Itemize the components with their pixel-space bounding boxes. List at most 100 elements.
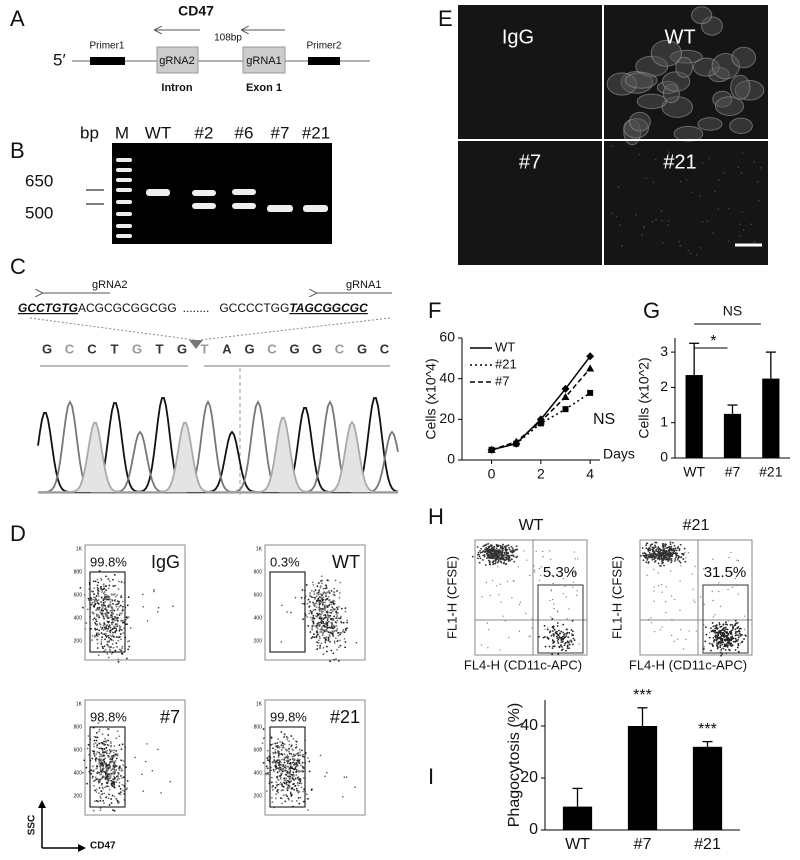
- event: [122, 790, 124, 792]
- event: [488, 629, 489, 630]
- event: [95, 768, 97, 770]
- event: [121, 581, 123, 583]
- event: [317, 599, 319, 601]
- speck: [708, 158, 710, 160]
- event: [106, 782, 108, 784]
- plot-label: #21: [683, 517, 710, 534]
- event: [109, 648, 111, 650]
- speck: [655, 159, 657, 161]
- event: [100, 764, 102, 766]
- event: [302, 767, 304, 769]
- event: [730, 624, 732, 626]
- event: [685, 557, 686, 558]
- event: [735, 638, 737, 640]
- event: [326, 651, 328, 653]
- event: [311, 619, 313, 621]
- event: [295, 778, 297, 780]
- speck: [611, 213, 613, 215]
- event: [111, 622, 113, 624]
- speck: [714, 191, 716, 193]
- event: [337, 617, 339, 619]
- panel-label: A: [10, 6, 25, 31]
- event: [332, 610, 334, 612]
- speck: [661, 210, 663, 212]
- event: [739, 643, 740, 644]
- y-tick-label: 400: [254, 770, 263, 776]
- x-tick-label: WT: [565, 836, 590, 853]
- panel-label: I: [428, 764, 434, 789]
- event: [645, 561, 647, 563]
- event: [84, 594, 86, 596]
- event: [95, 753, 97, 755]
- event: [340, 645, 342, 647]
- event: [109, 774, 111, 776]
- event: [568, 647, 570, 649]
- event: [480, 552, 482, 554]
- event: [325, 585, 327, 587]
- event: [100, 755, 102, 757]
- event: [105, 741, 107, 743]
- event: [82, 772, 84, 774]
- event: [296, 741, 298, 743]
- event: [107, 734, 109, 736]
- event: [710, 627, 712, 629]
- event: [98, 630, 100, 632]
- event: [313, 591, 315, 593]
- event: [485, 547, 487, 549]
- primer-label: Primer2: [306, 41, 341, 52]
- event: [287, 754, 289, 756]
- axis-label: FL4-H (CD11c-APC): [464, 657, 582, 672]
- y-axis-label: Cells (x10^4): [423, 358, 439, 439]
- event: [108, 764, 110, 766]
- event: [112, 757, 114, 759]
- event: [290, 735, 292, 737]
- y-tick-label: 200: [74, 638, 83, 644]
- legend-item: #21: [470, 356, 517, 371]
- event: [107, 622, 109, 624]
- error-bar: [638, 708, 648, 726]
- event: [564, 643, 565, 644]
- event: [115, 755, 117, 757]
- event: [722, 638, 724, 640]
- primer: [90, 57, 125, 65]
- base: G: [42, 341, 52, 356]
- event: [477, 557, 479, 559]
- event: [308, 613, 310, 615]
- event: [277, 771, 279, 773]
- event: [86, 783, 88, 785]
- event: [712, 631, 714, 633]
- event: [501, 551, 503, 553]
- event: [327, 614, 329, 616]
- event: [494, 550, 496, 552]
- event: [98, 616, 100, 618]
- event: [576, 595, 577, 596]
- event: [679, 548, 681, 550]
- speck: [760, 167, 762, 169]
- event: [128, 640, 130, 642]
- event: [105, 747, 107, 749]
- event: [515, 549, 517, 551]
- event: [281, 798, 283, 800]
- event: [102, 742, 104, 744]
- plot-label: WT: [332, 552, 360, 572]
- event: [515, 557, 517, 559]
- event: [298, 760, 300, 762]
- event: [677, 546, 679, 548]
- event: [145, 761, 147, 763]
- event: [289, 770, 291, 772]
- event: [652, 552, 654, 554]
- event: [737, 647, 739, 649]
- event: [112, 628, 114, 630]
- event: [479, 555, 481, 557]
- event: [674, 641, 675, 642]
- event: [649, 547, 651, 549]
- event: [96, 800, 98, 802]
- event: [332, 602, 334, 604]
- event: [120, 768, 122, 770]
- event: [128, 596, 130, 598]
- event: [118, 636, 120, 638]
- event: [312, 621, 314, 623]
- event: [327, 618, 329, 620]
- event: [115, 798, 117, 800]
- event: [332, 593, 334, 595]
